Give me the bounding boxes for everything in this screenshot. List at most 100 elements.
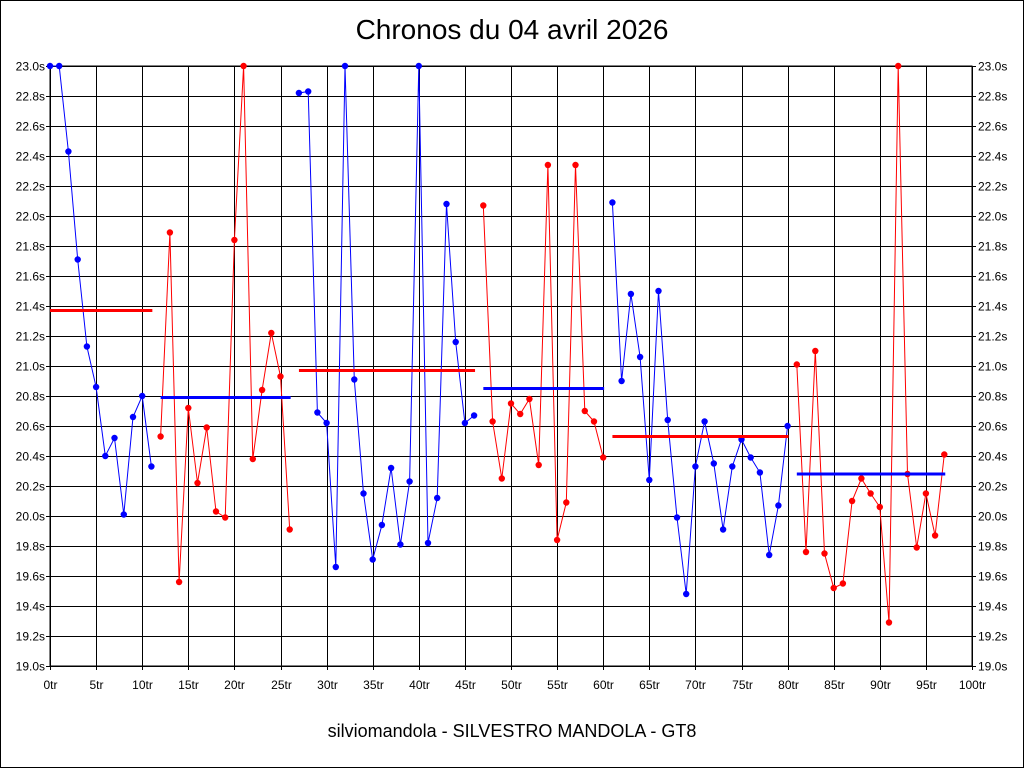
- lap-point: [489, 418, 496, 425]
- y-tick-label-right: 21.8s: [978, 240, 1007, 254]
- lap-point: [719, 526, 727, 533]
- lap-point: [258, 386, 266, 394]
- lap-point: [895, 62, 902, 70]
- lap-point: [461, 419, 469, 427]
- lap-point: [286, 526, 293, 533]
- lap-point: [636, 353, 644, 361]
- lap-point: [664, 416, 671, 424]
- lap-point: [710, 460, 717, 467]
- lap-point: [766, 551, 773, 559]
- x-tick-label: 45tr: [455, 678, 476, 692]
- y-tick-label-right: 22.2s: [978, 180, 1007, 194]
- lap-point: [92, 383, 100, 391]
- y-tick-label-left: 19.0s: [16, 660, 45, 674]
- y-tick-label-right: 22.8s: [978, 90, 1007, 104]
- y-tick-label-right: 22.0s: [978, 210, 1007, 224]
- lap-point: [378, 521, 386, 529]
- lap-point: [876, 503, 883, 511]
- lap-point: [600, 454, 607, 461]
- y-tick-label-left: 21.2s: [16, 330, 45, 344]
- y-tick-label-right: 21.0s: [978, 360, 1007, 374]
- lap-point: [129, 413, 137, 421]
- y-tick-label-left: 21.4s: [16, 300, 45, 314]
- y-tick-label-right: 21.6s: [978, 270, 1007, 284]
- lap-point: [563, 499, 570, 506]
- lap-point: [544, 161, 552, 169]
- lap-point: [922, 490, 930, 497]
- lap-point: [175, 578, 183, 586]
- lap-point: [498, 475, 505, 482]
- lap-point: [452, 338, 459, 346]
- lap-point: [295, 89, 303, 97]
- lap-point: [756, 469, 764, 476]
- x-tick-label: 20tr: [224, 678, 245, 692]
- y-tick-label-right: 19.8s: [978, 540, 1007, 554]
- x-tick-label: 95tr: [916, 678, 937, 692]
- lap-point: [701, 418, 708, 425]
- lap-point: [139, 392, 146, 400]
- lap-point: [784, 422, 791, 430]
- lap-point: [812, 347, 819, 355]
- lap-point: [913, 544, 920, 551]
- y-tick-label-right: 20.0s: [978, 510, 1007, 524]
- lap-point: [249, 455, 256, 463]
- x-tick-label: 30tr: [317, 678, 338, 692]
- lap-point: [185, 404, 192, 412]
- x-tick-label: 85tr: [824, 678, 845, 692]
- lap-point: [885, 619, 893, 626]
- y-tick-label-left: 19.6s: [16, 570, 45, 584]
- y-tick-label-right: 23.0s: [978, 60, 1007, 74]
- x-tick-label: 70tr: [685, 678, 706, 692]
- lap-point: [65, 148, 72, 155]
- lap-point: [369, 556, 376, 563]
- y-tick-label-left: 22.6s: [16, 120, 45, 134]
- y-tick-label-left: 21.0s: [16, 360, 45, 374]
- lap-point: [157, 433, 164, 440]
- lap-point: [360, 490, 367, 497]
- lap-point: [240, 62, 247, 70]
- y-tick-label-right: 19.2s: [978, 630, 1007, 644]
- lap-point: [535, 461, 542, 469]
- lap-point: [590, 418, 598, 425]
- y-tick-label-left: 23.0s: [16, 60, 45, 74]
- lap-point: [332, 563, 339, 571]
- y-tick-label-left: 22.4s: [16, 150, 45, 164]
- lap-point: [655, 287, 662, 295]
- series-line-1: [50, 65, 152, 515]
- lap-point: [673, 514, 681, 521]
- lap-point: [111, 434, 118, 442]
- lap-point: [830, 584, 837, 592]
- x-tick-label: 10tr: [132, 678, 153, 692]
- lap-point: [443, 200, 450, 208]
- x-tick-label: 35tr: [363, 678, 384, 692]
- lap-point: [683, 590, 690, 598]
- lap-point: [572, 161, 579, 169]
- y-tick-label-left: 20.0s: [16, 510, 45, 524]
- lap-point: [397, 541, 404, 548]
- lap-point: [747, 454, 754, 461]
- lap-point: [526, 395, 533, 403]
- lap-point: [323, 419, 330, 427]
- x-tick-label: 75tr: [732, 678, 753, 692]
- x-tick-label: 5tr: [89, 678, 103, 692]
- x-tick-label: 90tr: [870, 678, 891, 692]
- lap-point: [775, 502, 782, 509]
- y-tick-label-left: 22.2s: [16, 180, 45, 194]
- lap-point: [627, 290, 635, 298]
- y-tick-label-right: 21.4s: [978, 300, 1007, 314]
- lap-point: [148, 463, 155, 470]
- y-tick-label-left: 22.0s: [16, 210, 45, 224]
- series-line-3: [298, 65, 475, 568]
- x-tick-label: 15tr: [178, 678, 199, 692]
- lap-point: [867, 490, 874, 497]
- y-tick-label-left: 21.6s: [16, 270, 45, 284]
- lap-point: [406, 478, 413, 485]
- lap-point: [194, 479, 201, 487]
- lap-point: [120, 511, 128, 518]
- lap-point: [821, 550, 828, 557]
- lap-point: [553, 536, 561, 544]
- y-tick-label-left: 20.2s: [16, 480, 45, 494]
- lap-point: [415, 62, 422, 70]
- lap-point: [839, 580, 847, 587]
